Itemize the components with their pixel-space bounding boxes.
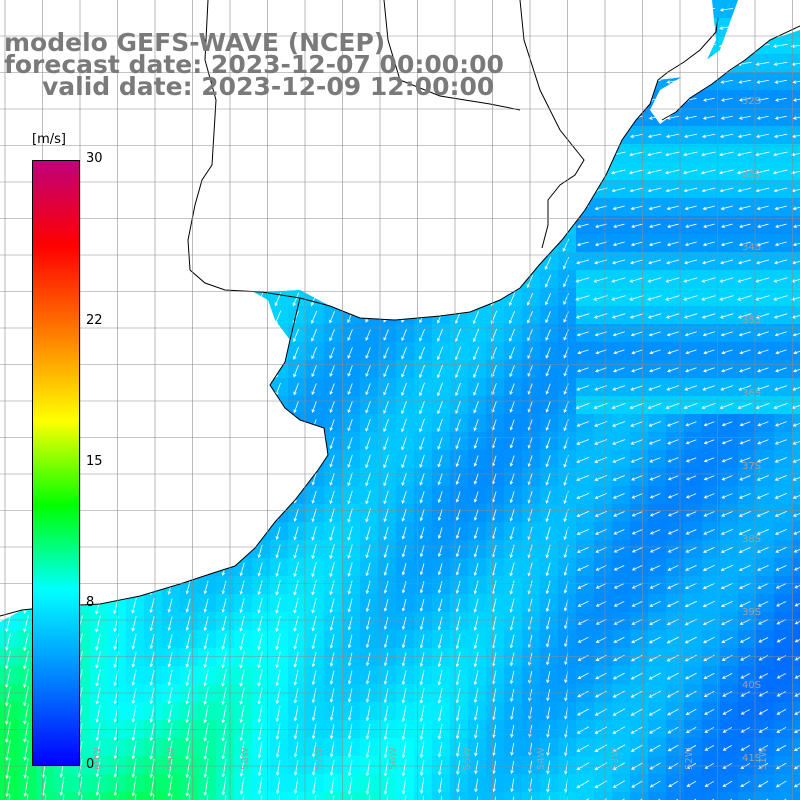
latitude-label: 32S bbox=[742, 96, 761, 107]
latitude-label: 33S bbox=[742, 169, 761, 180]
colorbar-unit: [m/s] bbox=[32, 132, 66, 147]
latitude-label: 35S bbox=[742, 315, 761, 326]
colorbar-tick: 8 bbox=[86, 595, 94, 610]
latitude-label: 34S bbox=[742, 242, 761, 253]
colorbar bbox=[32, 160, 80, 766]
latitude-label: 39S bbox=[742, 607, 761, 618]
longitude-label: 52W bbox=[684, 747, 695, 770]
latitude-label: 38S bbox=[742, 534, 761, 545]
longitude-label: 55W bbox=[462, 747, 473, 770]
colorbar-tick: 0 bbox=[86, 757, 94, 772]
colorbar-tick: 30 bbox=[86, 151, 103, 166]
latitude-label: 37S bbox=[742, 461, 761, 472]
valid-date: valid date: 2023-12-09 12:00:00 bbox=[42, 74, 494, 99]
colorbar-tick: 22 bbox=[86, 313, 103, 328]
longitude-label: 59W bbox=[166, 747, 177, 770]
colorbar-tick: 15 bbox=[86, 454, 103, 469]
longitude-label: 56W bbox=[388, 747, 399, 770]
latitude-label: 36S bbox=[742, 388, 761, 399]
longitude-label: 57W bbox=[314, 747, 325, 770]
longitude-label: 53W bbox=[610, 747, 621, 770]
latitude-label: 40S bbox=[742, 680, 761, 691]
longitude-label: 54W bbox=[536, 747, 547, 770]
longitude-label: 51W bbox=[758, 747, 769, 770]
longitude-label: 58W bbox=[240, 747, 251, 770]
